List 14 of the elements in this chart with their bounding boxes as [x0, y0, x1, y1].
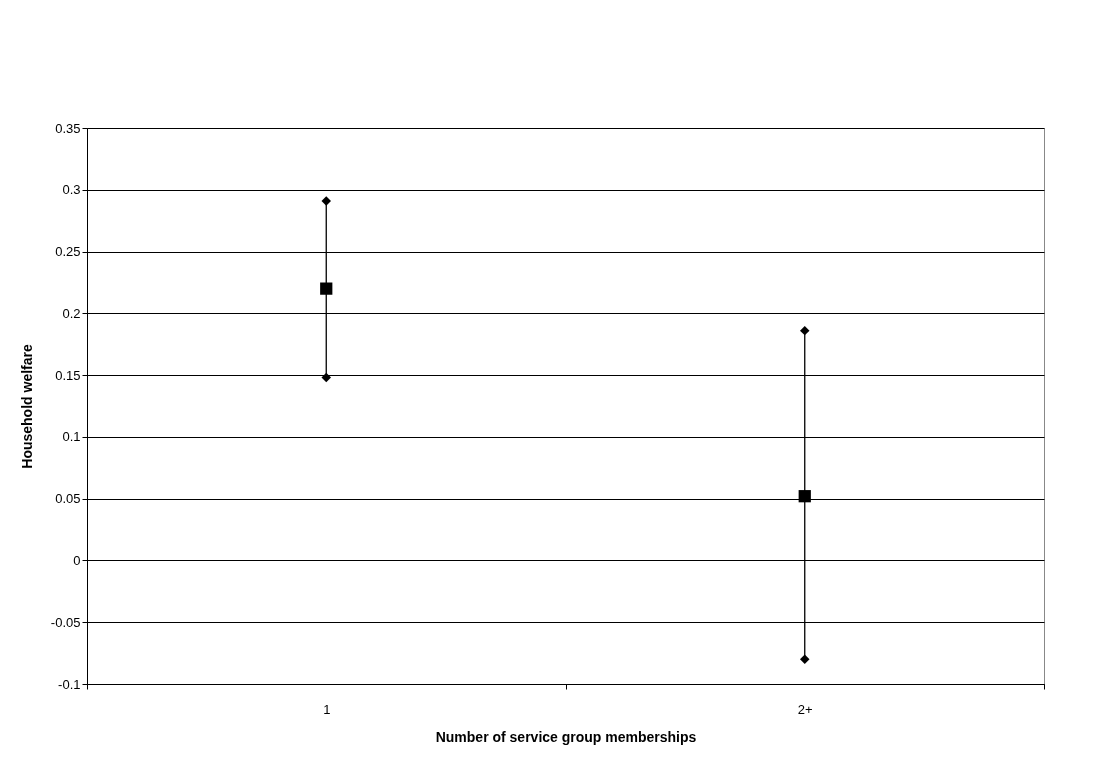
- y-tick-label: 0.35: [55, 120, 81, 136]
- x-tick-label: 1: [323, 701, 331, 717]
- y-tick-label: 0.25: [55, 244, 81, 260]
- y-tick-label: -0.05: [50, 614, 81, 630]
- y-axis-title: Household welfare: [18, 344, 35, 469]
- y-tick-label: 0.3: [62, 182, 81, 198]
- x-tick-label: 2+: [797, 701, 813, 717]
- x-axis-title: Number of service group memberships: [435, 728, 697, 745]
- y-tick-label: 0.1: [62, 429, 81, 445]
- y-tick-label: 0.05: [55, 491, 81, 507]
- y-tick-label: 0.15: [55, 367, 81, 383]
- y-tick-label: 0: [73, 552, 81, 568]
- y-tick-label: 0.2: [62, 305, 81, 321]
- y-tick-label: -0.1: [58, 676, 81, 692]
